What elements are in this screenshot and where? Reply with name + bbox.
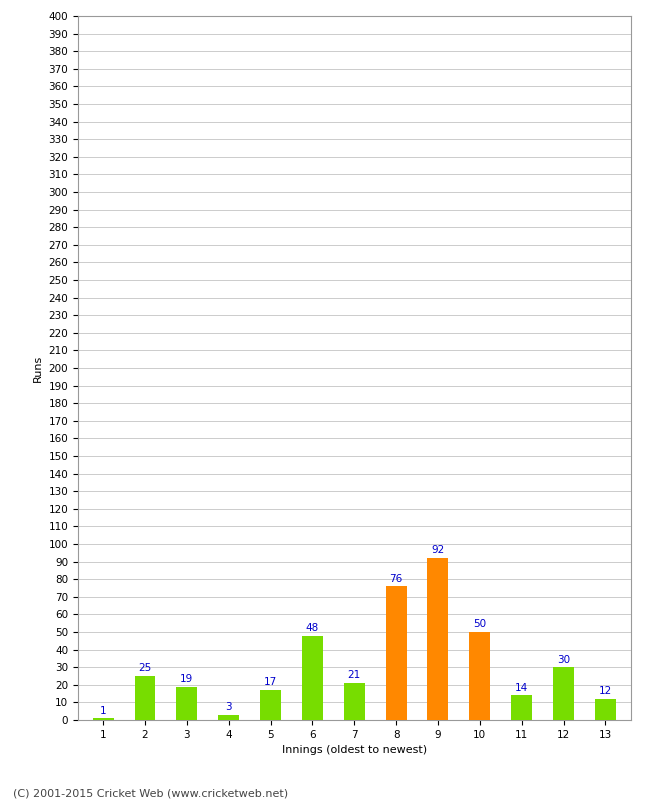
Text: 21: 21 (348, 670, 361, 680)
Text: 17: 17 (264, 678, 277, 687)
Text: 92: 92 (432, 546, 445, 555)
Bar (302, 635, 323, 720)
Text: 14: 14 (515, 682, 528, 693)
Text: 50: 50 (473, 619, 486, 630)
Bar (428, 558, 448, 720)
Bar (260, 690, 281, 720)
Bar (176, 686, 198, 720)
Bar (511, 695, 532, 720)
Text: 30: 30 (557, 654, 570, 665)
Text: 12: 12 (599, 686, 612, 696)
Text: 1: 1 (100, 706, 107, 715)
X-axis label: Innings (oldest to newest): Innings (oldest to newest) (281, 746, 427, 755)
Bar (135, 676, 155, 720)
Bar (344, 683, 365, 720)
Text: 19: 19 (180, 674, 194, 684)
Y-axis label: Runs: Runs (33, 354, 43, 382)
Bar (218, 714, 239, 720)
Bar (469, 632, 490, 720)
Bar (553, 667, 574, 720)
Text: (C) 2001-2015 Cricket Web (www.cricketweb.net): (C) 2001-2015 Cricket Web (www.cricketwe… (13, 788, 288, 798)
Bar (595, 699, 616, 720)
Text: 76: 76 (389, 574, 403, 584)
Text: 48: 48 (306, 623, 319, 633)
Text: 3: 3 (226, 702, 232, 712)
Bar (93, 718, 114, 720)
Bar (385, 586, 406, 720)
Text: 25: 25 (138, 663, 151, 674)
